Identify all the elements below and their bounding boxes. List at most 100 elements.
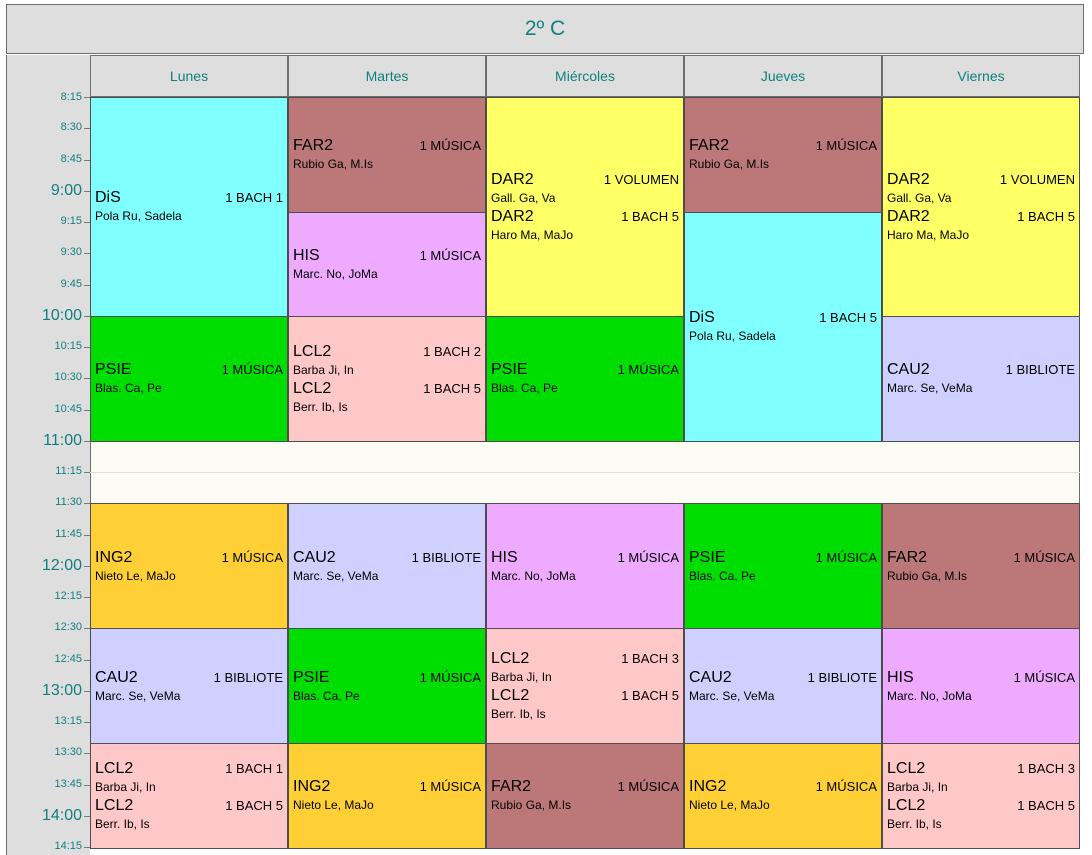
time-label: 9:15 bbox=[60, 215, 82, 227]
class-session[interactable]: CAU2 1 BIBLIOTE Marc. Se, VeMa bbox=[288, 503, 486, 630]
class-session[interactable]: LCL2 1 BACH 3 Barba Ji, In LCL2 1 BACH 5 Berr… bbox=[486, 628, 684, 744]
session-entry-header: HIS 1 MÚSICA bbox=[887, 668, 1075, 687]
time-label: 14:00 bbox=[41, 806, 82, 824]
class-session[interactable]: DiS 1 BACH 5 Pola Ru, Sadela bbox=[684, 211, 882, 442]
subject-code: FAR2 bbox=[293, 137, 334, 155]
subject-code: FAR2 bbox=[887, 548, 928, 566]
class-session[interactable]: DiS 1 BACH 1 Pola Ru, Sadela bbox=[90, 97, 288, 317]
class-session[interactable]: CAU2 1 BIBLIOTE Marc. Se, VeMa bbox=[684, 628, 882, 744]
subject-code: CAU2 bbox=[689, 668, 732, 686]
teacher-name: Barba Ji, In bbox=[95, 779, 156, 794]
class-session[interactable]: FAR2 1 MÚSICA Rubio Ga, M.Is bbox=[288, 97, 486, 213]
teacher-name: Marc. No, JoMa bbox=[491, 568, 576, 583]
session-entry: FAR2 1 MÚSICA Rubio Ga, M.Is bbox=[887, 548, 1075, 585]
class-session[interactable]: PSIE 1 MÚSICA Blas. Ca, Pe bbox=[684, 503, 882, 630]
teacher-name: Pola Ru, Sadela bbox=[95, 209, 182, 224]
subject-code: LCL2 bbox=[887, 759, 926, 777]
room-name: 1 BACH 5 bbox=[819, 310, 877, 326]
class-session[interactable]: FAR2 1 MÚSICA Rubio Ga, M.Is bbox=[486, 742, 684, 849]
class-session[interactable]: PSIE 1 MÚSICA Blas. Ca, Pe bbox=[288, 628, 486, 744]
subject-code: CAU2 bbox=[95, 668, 138, 686]
session-content: CAU2 1 BIBLIOTE Marc. Se, VeMa bbox=[95, 629, 283, 743]
class-session[interactable]: ING2 1 MÚSICA Nieto Le, MaJo bbox=[684, 742, 882, 849]
subject-code: DiS bbox=[95, 189, 121, 207]
session-entry: FAR2 1 MÚSICA Rubio Ga, M.Is bbox=[293, 136, 481, 173]
class-session[interactable]: HIS 1 MÚSICA Marc. No, JoMa bbox=[882, 628, 1080, 744]
room-name: 1 MÚSICA bbox=[419, 138, 481, 154]
time-tick bbox=[84, 659, 90, 661]
room-name: 1 BACH 1 bbox=[225, 760, 283, 776]
time-tick bbox=[84, 472, 90, 473]
teacher-name: Blas. Ca, Pe bbox=[491, 381, 558, 396]
teacher-name: Barba Ji, In bbox=[887, 779, 948, 794]
subject-code: PSIE bbox=[491, 361, 528, 379]
session-entry-header: LCL2 1 BACH 5 bbox=[491, 686, 679, 705]
teacher-name: Nieto Le, MaJo bbox=[689, 798, 770, 813]
class-session[interactable]: HIS 1 MÚSICA Marc. No, JoMa bbox=[486, 503, 684, 630]
class-session[interactable]: LCL2 1 BACH 2 Barba Ji, In LCL2 1 BACH 5 Berr… bbox=[288, 315, 486, 442]
class-session[interactable]: DAR2 1 VOLUMEN Gall. Ga, Va DAR2 1 BACH 5 Har… bbox=[882, 97, 1080, 317]
teacher-name: Rubio Ga, M.Is bbox=[689, 157, 770, 172]
class-session[interactable]: PSIE 1 MÚSICA Blas. Ca, Pe bbox=[486, 315, 684, 442]
class-session[interactable]: LCL2 1 BACH 1 Barba Ji, In LCL2 1 BACH 5 Berr… bbox=[90, 742, 288, 849]
time-tick bbox=[84, 847, 90, 848]
time-tick bbox=[84, 534, 90, 536]
class-session[interactable]: ING2 1 MÚSICA Nieto Le, MaJo bbox=[288, 742, 486, 849]
time-tick bbox=[84, 565, 90, 567]
time-label: 9:30 bbox=[60, 246, 82, 259]
time-tick bbox=[84, 784, 90, 786]
session-content: CAU2 1 BIBLIOTE Marc. Se, VeMa bbox=[887, 317, 1075, 441]
class-session[interactable]: DAR2 1 VOLUMEN Gall. Ga, Va DAR2 1 BACH 5 Har… bbox=[486, 97, 684, 317]
session-entry-header: DAR2 1 VOLUMEN bbox=[887, 170, 1075, 189]
teacher-name: Berr. Ib, Is bbox=[95, 816, 150, 831]
teacher-name: Nieto Le, MaJo bbox=[293, 798, 374, 813]
session-entry-header: CAU2 1 BIBLIOTE bbox=[887, 360, 1075, 379]
day-header-3: Jueves bbox=[684, 55, 882, 97]
class-session[interactable]: FAR2 1 MÚSICA Rubio Ga, M.Is bbox=[882, 503, 1080, 630]
session-entry: DiS 1 BACH 1 Pola Ru, Sadela bbox=[95, 188, 283, 225]
time-label: 12:15 bbox=[54, 590, 82, 602]
class-session[interactable]: PSIE 1 MÚSICA Blas. Ca, Pe bbox=[90, 315, 288, 442]
subject-code: PSIE bbox=[689, 548, 726, 566]
class-session[interactable]: ING2 1 MÚSICA Nieto Le, MaJo bbox=[90, 503, 288, 630]
time-tick bbox=[84, 722, 90, 723]
subject-code: CAU2 bbox=[887, 361, 930, 379]
session-content: DiS 1 BACH 1 Pola Ru, Sadela bbox=[95, 98, 283, 316]
class-session[interactable]: CAU2 1 BIBLIOTE Marc. Se, VeMa bbox=[90, 628, 288, 744]
teacher-name: Blas. Ca, Pe bbox=[689, 568, 756, 583]
session-entry: ING2 1 MÚSICA Nieto Le, MaJo bbox=[689, 777, 877, 814]
subject-code: FAR2 bbox=[689, 137, 730, 155]
session-entry-header: LCL2 1 BACH 5 bbox=[887, 796, 1075, 815]
room-name: 1 MÚSICA bbox=[815, 549, 877, 565]
teacher-name: Barba Ji, In bbox=[491, 670, 552, 685]
subject-code: DAR2 bbox=[491, 207, 534, 225]
session-entry: LCL2 1 BACH 5 Berr. Ib, Is bbox=[887, 796, 1075, 833]
room-name: 1 MÚSICA bbox=[617, 362, 679, 378]
subject-code: HIS bbox=[293, 246, 320, 264]
session-entry-header: DiS 1 BACH 1 bbox=[95, 188, 283, 207]
session-entry: ING2 1 MÚSICA Nieto Le, MaJo bbox=[95, 548, 283, 585]
class-session[interactable]: FAR2 1 MÚSICA Rubio Ga, M.Is bbox=[684, 97, 882, 213]
session-entry-header: LCL2 1 BACH 1 bbox=[95, 759, 283, 778]
subject-code: LCL2 bbox=[887, 796, 926, 814]
session-content: PSIE 1 MÚSICA Blas. Ca, Pe bbox=[95, 317, 283, 441]
day-header-2: Miércoles bbox=[486, 55, 684, 97]
room-name: 1 BACH 5 bbox=[423, 380, 481, 396]
class-session[interactable]: LCL2 1 BACH 3 Barba Ji, In LCL2 1 BACH 5 Berr… bbox=[882, 742, 1080, 849]
room-name: 1 BIBLIOTE bbox=[807, 669, 877, 685]
subject-code: FAR2 bbox=[491, 778, 532, 796]
time-tick bbox=[84, 409, 90, 411]
class-session[interactable]: HIS 1 MÚSICA Marc. No, JoMa bbox=[288, 211, 486, 317]
session-entry: FAR2 1 MÚSICA Rubio Ga, M.Is bbox=[689, 136, 877, 173]
room-name: 1 BACH 3 bbox=[621, 651, 679, 667]
room-name: 1 MÚSICA bbox=[617, 779, 679, 795]
subject-code: LCL2 bbox=[95, 796, 134, 814]
session-entry-header: CAU2 1 BIBLIOTE bbox=[689, 668, 877, 687]
time-column bbox=[6, 55, 90, 855]
teacher-name: Gall. Ga, Va bbox=[887, 190, 952, 205]
time-tick bbox=[84, 347, 90, 348]
session-content: CAU2 1 BIBLIOTE Marc. Se, VeMa bbox=[689, 629, 877, 743]
class-session[interactable]: CAU2 1 BIBLIOTE Marc. Se, VeMa bbox=[882, 315, 1080, 442]
subject-code: ING2 bbox=[689, 778, 727, 796]
session-content: DAR2 1 VOLUMEN Gall. Ga, Va DAR2 1 BACH 5 Har… bbox=[491, 98, 679, 316]
